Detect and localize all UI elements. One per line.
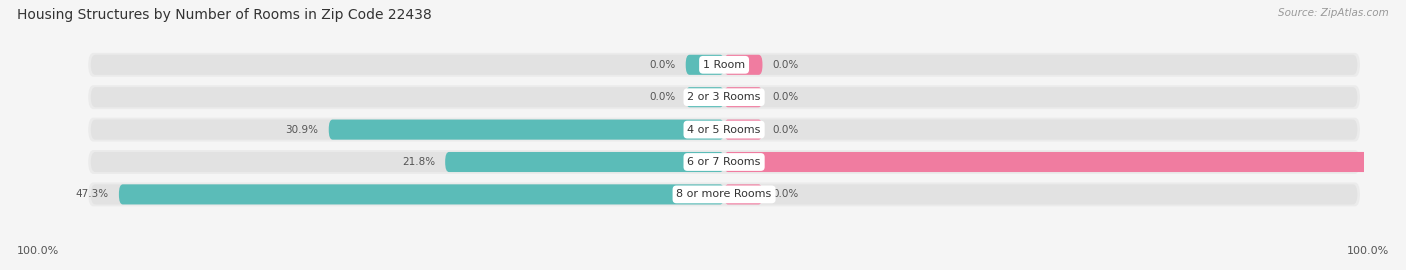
FancyBboxPatch shape [724,87,762,107]
Text: 2 or 3 Rooms: 2 or 3 Rooms [688,92,761,102]
FancyBboxPatch shape [91,184,1357,204]
Text: 0.0%: 0.0% [650,60,675,70]
Text: 0.0%: 0.0% [773,60,799,70]
FancyBboxPatch shape [89,183,1360,206]
Text: 4 or 5 Rooms: 4 or 5 Rooms [688,124,761,135]
FancyBboxPatch shape [91,152,1357,172]
Text: 8 or more Rooms: 8 or more Rooms [676,189,772,200]
Text: 30.9%: 30.9% [285,124,319,135]
FancyBboxPatch shape [89,118,1360,141]
Text: 100.0%: 100.0% [17,247,59,256]
Text: 1 Room: 1 Room [703,60,745,70]
Text: 21.8%: 21.8% [402,157,434,167]
FancyBboxPatch shape [724,120,762,140]
FancyBboxPatch shape [446,152,724,172]
FancyBboxPatch shape [91,87,1357,107]
FancyBboxPatch shape [724,152,1406,172]
Text: Source: ZipAtlas.com: Source: ZipAtlas.com [1278,8,1389,18]
Text: 0.0%: 0.0% [650,92,675,102]
Text: 0.0%: 0.0% [773,124,799,135]
FancyBboxPatch shape [89,53,1360,77]
Text: 0.0%: 0.0% [773,92,799,102]
FancyBboxPatch shape [686,87,724,107]
Text: 47.3%: 47.3% [76,189,108,200]
Text: Housing Structures by Number of Rooms in Zip Code 22438: Housing Structures by Number of Rooms in… [17,8,432,22]
FancyBboxPatch shape [89,150,1360,174]
FancyBboxPatch shape [724,184,762,204]
FancyBboxPatch shape [91,120,1357,140]
FancyBboxPatch shape [89,85,1360,109]
Text: 0.0%: 0.0% [773,189,799,200]
FancyBboxPatch shape [120,184,724,204]
FancyBboxPatch shape [724,55,762,75]
Text: 100.0%: 100.0% [1347,247,1389,256]
FancyBboxPatch shape [686,55,724,75]
Text: 6 or 7 Rooms: 6 or 7 Rooms [688,157,761,167]
FancyBboxPatch shape [91,55,1357,75]
FancyBboxPatch shape [329,120,724,140]
